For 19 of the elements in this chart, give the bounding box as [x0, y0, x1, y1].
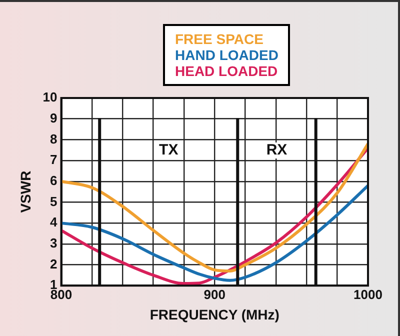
text: HAND LOADED — [175, 47, 278, 63]
text: HEAD LOADED — [175, 63, 278, 79]
annotation: TX — [159, 142, 178, 159]
y-tick-label: 2 — [50, 256, 58, 272]
y-tick-label: 8 — [50, 131, 58, 146]
y-tick-label: 5 — [50, 194, 58, 209]
y-tick-label: 9 — [50, 110, 58, 126]
y-tick-label: 4 — [50, 214, 58, 230]
text: FREE SPACE — [175, 31, 264, 47]
y-tick-label: 10 — [42, 90, 58, 105]
x-tick-label: 900 — [204, 286, 226, 302]
y-tick-label: 6 — [50, 172, 58, 188]
x-tick-label: 1000 — [354, 286, 382, 302]
line-series — [61, 184, 368, 282]
y-tick-label: 7 — [50, 152, 58, 168]
y-axis-title: VSWR — [17, 170, 34, 213]
x-axis-title: FREQUENCY (MHz) — [150, 306, 280, 322]
annotation: RX — [266, 142, 288, 159]
y-tick-label: 3 — [50, 235, 58, 250]
